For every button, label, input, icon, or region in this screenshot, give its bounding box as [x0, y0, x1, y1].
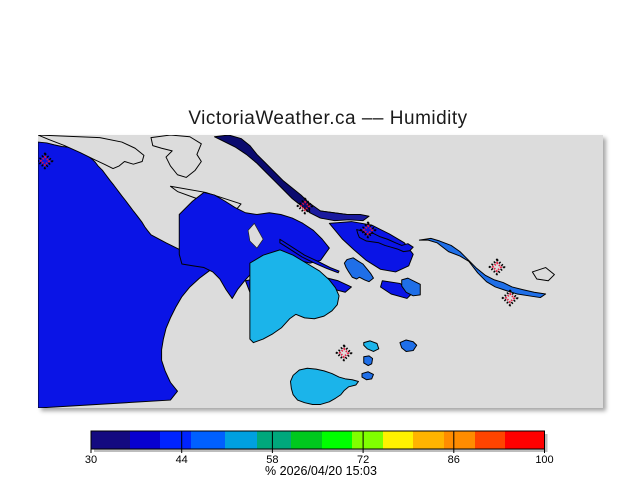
- svg-text:86: 86: [448, 454, 460, 466]
- svg-text:100: 100: [535, 454, 553, 466]
- svg-text:44: 44: [176, 454, 188, 466]
- svg-text:30: 30: [85, 454, 97, 466]
- svg-text:% 2026/04/20 15:03: % 2026/04/20 15:03: [265, 464, 377, 478]
